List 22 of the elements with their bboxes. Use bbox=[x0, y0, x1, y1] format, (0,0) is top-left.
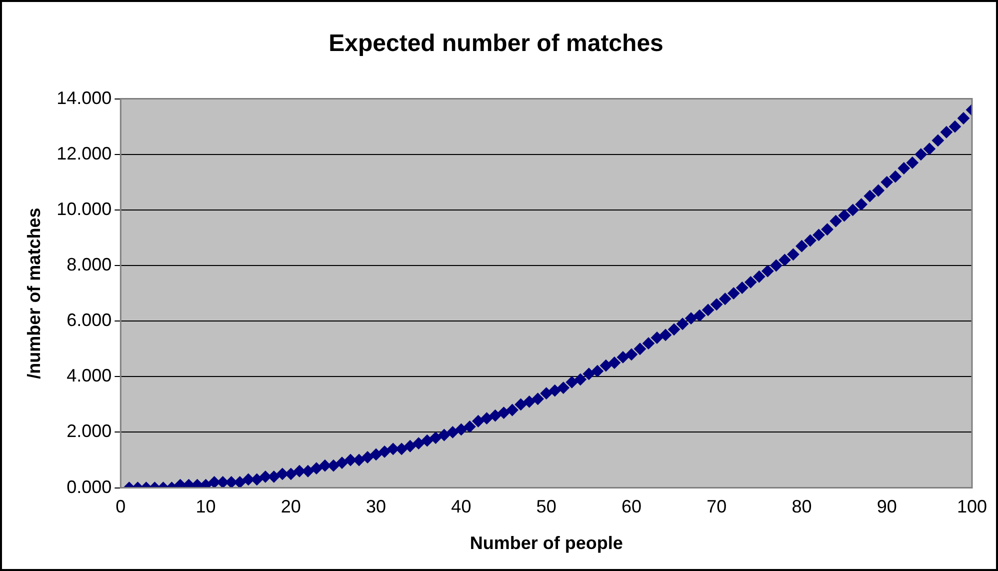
x-tick-label: 80 bbox=[792, 496, 812, 517]
y-tick-label: 6.000 bbox=[66, 310, 112, 330]
y-tick-label: 4.000 bbox=[66, 366, 112, 386]
chart-title: Expected number of matches bbox=[328, 30, 664, 58]
x-tick-label: 50 bbox=[536, 496, 556, 517]
y-tick-label: 12.000 bbox=[56, 143, 112, 164]
x-tick-label: 60 bbox=[621, 496, 642, 517]
y-tick-label: 10.000 bbox=[56, 198, 112, 219]
x-tick-label: 10 bbox=[196, 496, 216, 517]
y-axis-title: /number of matches bbox=[24, 208, 44, 379]
x-tick-label: 20 bbox=[280, 496, 301, 517]
x-tick-label: 90 bbox=[876, 496, 897, 517]
y-tick-label: 2.000 bbox=[66, 421, 112, 442]
x-tick-label: 70 bbox=[706, 496, 727, 517]
x-tick-label: 40 bbox=[451, 496, 472, 517]
x-axis-title: Number of people bbox=[470, 533, 623, 554]
x-tick-label: 0 bbox=[116, 496, 126, 517]
y-tick-label: 0.000 bbox=[66, 476, 112, 497]
x-tick-label: 30 bbox=[366, 496, 386, 517]
y-tick-label: 14.000 bbox=[56, 88, 112, 108]
y-tick-label: 8.000 bbox=[66, 254, 112, 274]
x-tick-label: 100 bbox=[956, 496, 988, 517]
